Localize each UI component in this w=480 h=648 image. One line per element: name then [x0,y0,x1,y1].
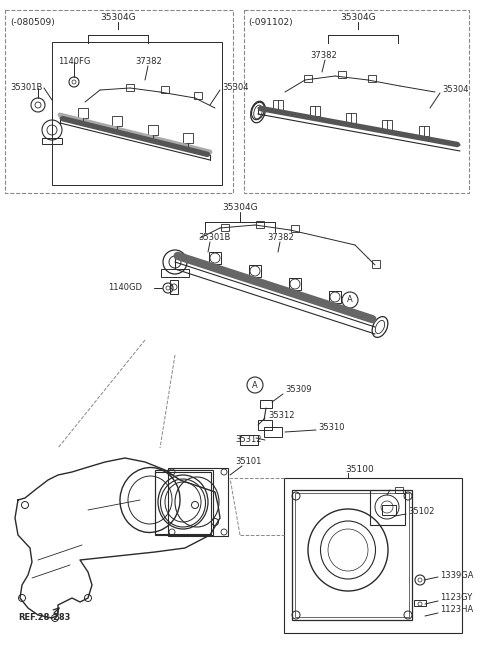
Text: 35309: 35309 [285,386,312,395]
Text: 1123HA: 1123HA [440,605,473,614]
Bar [346,113,356,123]
Bar [209,252,221,264]
Bar [395,487,403,493]
Text: 37382: 37382 [310,51,337,60]
Bar [368,75,376,82]
Text: 35304: 35304 [442,86,468,95]
Text: 35301B: 35301B [198,233,230,242]
Bar [370,490,405,525]
Text: A: A [347,295,353,305]
Text: (-080509): (-080509) [10,17,55,27]
Bar [273,100,283,110]
Bar [161,86,169,93]
Bar [249,265,261,277]
Bar [372,260,380,268]
Bar [338,71,346,78]
Bar [52,42,222,185]
Text: (-091102): (-091102) [248,17,293,27]
Bar [292,490,412,620]
Text: 1123GY: 1123GY [440,594,472,603]
Bar [310,106,320,117]
Text: 35301B: 35301B [10,84,42,93]
Bar [260,400,272,408]
Text: A: A [252,380,258,389]
Text: 35102: 35102 [408,507,434,516]
Bar [240,435,258,445]
Bar [5,10,233,193]
Text: 1140FG: 1140FG [58,58,90,67]
Bar [161,269,189,277]
Bar [168,468,228,536]
Bar [291,225,299,232]
Text: 35304: 35304 [222,84,249,93]
Bar [244,10,469,193]
Text: 35312: 35312 [268,410,295,419]
Text: 35310: 35310 [318,424,345,432]
Text: 35101: 35101 [235,457,262,467]
Bar [126,84,134,91]
Bar [155,472,211,534]
Bar [329,291,341,303]
Text: 37382: 37382 [135,58,162,67]
Bar [221,224,229,231]
Bar [256,221,264,228]
Text: REF.28-283: REF.28-283 [18,614,71,623]
Bar [382,505,396,515]
Text: 1339GA: 1339GA [440,570,473,579]
Bar [42,138,62,144]
Text: 35304G: 35304G [340,14,376,23]
Text: 35100: 35100 [345,465,374,474]
Bar [419,126,429,136]
Bar [258,420,272,430]
Bar [77,108,87,117]
Bar [295,493,409,617]
Bar [148,125,158,135]
Bar [155,470,213,535]
Bar [284,478,462,633]
Text: 35312: 35312 [235,435,262,445]
Text: 37382: 37382 [267,233,294,242]
Bar [414,600,426,606]
Bar [170,280,178,294]
Text: 35304G: 35304G [100,14,136,23]
Bar [382,120,392,130]
Bar [289,278,301,290]
Text: 35304G: 35304G [222,202,258,211]
Bar [182,133,192,143]
Bar [112,116,122,126]
Bar [194,92,202,99]
Bar [264,427,282,437]
Text: 1140GD: 1140GD [108,284,142,292]
Bar [304,75,312,82]
